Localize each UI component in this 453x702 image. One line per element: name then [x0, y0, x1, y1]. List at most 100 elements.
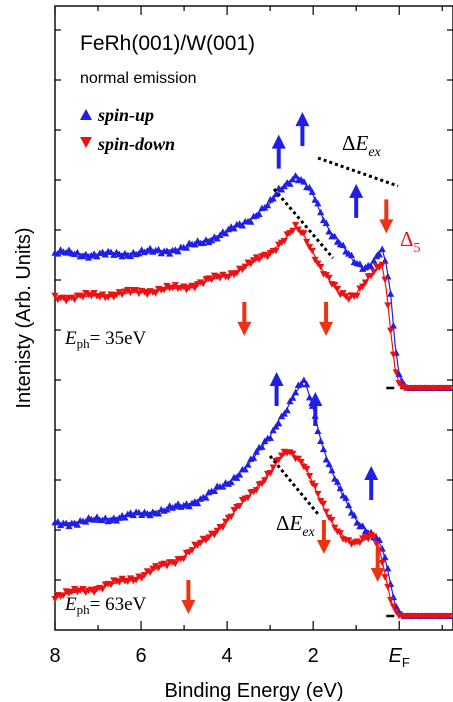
delta-e-ex-label-35ev: ΔEex: [342, 131, 382, 160]
data-point-spin-up: [247, 218, 255, 225]
data-point-spin-down: [205, 534, 213, 542]
data-point-spin-up: [227, 478, 235, 486]
spin-down-arrow: [370, 548, 385, 582]
data-point-spin-down: [305, 244, 314, 251]
data-point-spin-up: [182, 244, 191, 251]
data-point-spin-down: [263, 253, 272, 261]
data-point-spin-up: [244, 460, 252, 468]
data-point-spin-up: [275, 419, 283, 427]
data-point-spin-down: [208, 276, 216, 284]
data-point-spin-up: [303, 380, 311, 388]
data-point-spin-down: [322, 508, 330, 516]
x-axis: 8 6 4 2 EF: [49, 6, 453, 670]
data-point-spin-down: [199, 280, 207, 288]
data-point-spin-up: [317, 208, 325, 216]
data-point-spin-down: [378, 261, 386, 269]
data-point-spin-up: [367, 262, 375, 270]
data-point-spin-down: [163, 562, 171, 570]
data-point-spin-up: [210, 487, 219, 494]
data-point-spin-up: [266, 434, 274, 441]
spin-arrows: [181, 112, 394, 614]
data-point-spin-up: [126, 252, 135, 260]
fit-line-spin-down: [54, 451, 451, 617]
data-point-spin-up: [291, 172, 300, 179]
spin-up-arrow: [295, 112, 310, 147]
spin-up-arrow: [271, 134, 286, 169]
data-point-spin-down: [311, 483, 319, 490]
data-point-spin-down: [219, 524, 227, 531]
data-point-spin-down: [252, 487, 260, 494]
data-point-spin-up: [291, 388, 300, 396]
data-point-spin-up: [359, 522, 367, 529]
data-point-spin-down: [289, 227, 297, 235]
data-point-spin-down: [224, 274, 232, 281]
data-point-spin-up: [121, 513, 129, 521]
data-point-spin-down: [241, 263, 249, 271]
data-point-spin-up: [289, 394, 297, 401]
data-point-spin-up: [230, 224, 238, 232]
x-axis-label: Binding Energy (eV): [165, 680, 344, 702]
data-point-spin-up: [87, 251, 95, 259]
data-point-spin-up: [387, 290, 395, 297]
data-point-spin-down: [213, 527, 221, 535]
data-point-spin-up: [255, 210, 263, 218]
data-point-spin-up: [280, 182, 288, 190]
data-point-spin-down: [160, 286, 168, 294]
data-point-spin-up: [205, 238, 213, 246]
data-point-spin-down: [135, 573, 143, 581]
data-point-spin-down: [235, 503, 244, 510]
data-point-spin-up: [280, 410, 288, 417]
data-point-spin-down: [272, 247, 280, 255]
data-point-spin-up: [384, 564, 392, 572]
data-point-spin-up: [305, 393, 314, 401]
data-point-spin-down: [319, 500, 328, 508]
data-point-spin-down: [336, 530, 344, 537]
data-point-spin-down: [59, 592, 67, 599]
data-point-spin-down: [261, 477, 269, 484]
data-point-spin-down: [289, 450, 297, 458]
plot-frame: [54, 5, 453, 631]
data-point-spin-down: [188, 547, 196, 554]
data-point-spin-down: [303, 238, 311, 246]
data-point-spin-down: [90, 589, 98, 596]
data-point-spin-up: [252, 448, 260, 455]
annotations-35ev: ΔEex Δ5: [272, 131, 421, 259]
panel-label-63ev: Eph= 63eV: [64, 594, 147, 617]
data-point-spin-up: [370, 256, 378, 264]
data-point-spin-down: [269, 464, 277, 472]
x-tick-label: 4: [222, 645, 233, 667]
data-point-spin-down: [152, 290, 160, 297]
data-point-spin-up: [381, 553, 389, 561]
data-point-spin-down: [384, 583, 392, 591]
legend-label-spin-down: spin-down: [97, 134, 175, 154]
data-point-spin-down: [370, 533, 378, 540]
data-point-spin-down: [171, 282, 179, 289]
data-point-spin-down: [70, 296, 79, 304]
spin-up-arrow: [269, 372, 284, 406]
data-point-spin-down: [51, 596, 59, 603]
data-point-spin-down: [364, 535, 372, 543]
data-point-spin-up: [353, 519, 361, 526]
data-point-spin-down: [297, 458, 305, 466]
data-point-spin-down: [146, 569, 154, 576]
x-tick-label: 2: [308, 645, 319, 667]
data-point-spin-up: [375, 250, 384, 258]
data-point-spin-up: [314, 199, 322, 207]
data-point-spin-up: [208, 236, 216, 244]
data-point-spin-up: [65, 246, 73, 253]
data-point-spin-up: [345, 501, 353, 509]
data-point-spin-down: [367, 272, 375, 280]
data-point-spin-down: [79, 586, 87, 593]
data-point-spin-up: [202, 493, 210, 501]
data-point-spin-down: [244, 494, 252, 502]
data-point-spin-down: [51, 292, 59, 300]
legend-marker-spin-down: [80, 137, 92, 148]
spin-down-arrow: [181, 580, 196, 614]
spin-down-arrow: [319, 301, 334, 336]
data-point-spin-up: [216, 231, 224, 239]
panel-63ev: [51, 376, 453, 620]
data-point-spin-up: [328, 466, 336, 474]
data-point-spin-up: [166, 250, 174, 257]
data-point-spin-down: [291, 221, 300, 229]
data-point-spin-up: [333, 478, 342, 485]
